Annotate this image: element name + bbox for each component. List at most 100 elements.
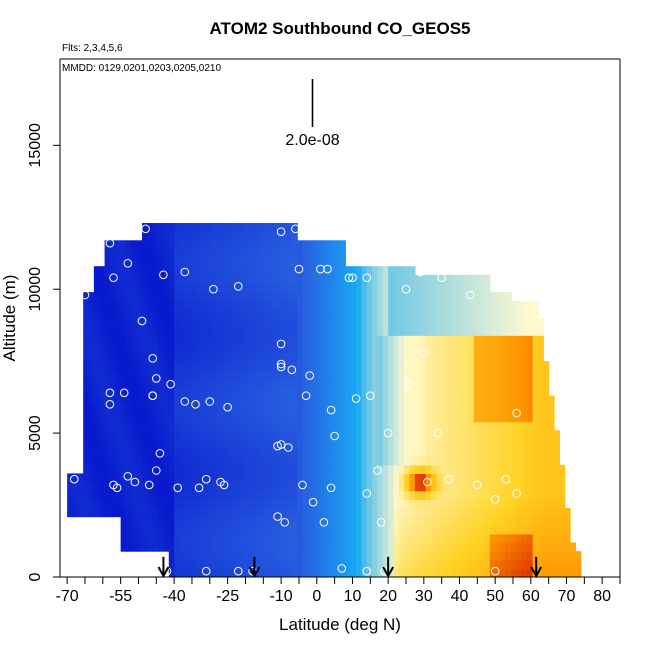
curtain-cell <box>254 231 261 241</box>
curtain-cell <box>265 473 272 483</box>
curtain-cell <box>377 369 384 380</box>
curtain-cell <box>447 482 453 492</box>
curtain-cell <box>425 318 432 328</box>
x-tick-label: 20 <box>379 588 397 605</box>
curtain-cell <box>238 559 245 569</box>
curtain-cell <box>275 395 282 405</box>
curtain-cell <box>136 300 143 310</box>
curtain-cell <box>334 447 341 457</box>
curtain-cell <box>366 404 373 414</box>
curtain-cell <box>468 551 475 561</box>
curtain-cell <box>382 525 389 535</box>
curtain-cell <box>120 525 127 535</box>
curtain-cell <box>366 507 373 518</box>
curtain-cell <box>350 387 357 397</box>
curtain-cell <box>420 387 427 397</box>
curtain-cell <box>382 387 389 397</box>
curtain-cell <box>543 559 550 569</box>
curtain-cell <box>216 430 223 440</box>
curtain-cell <box>495 343 502 354</box>
curtain-cell <box>291 412 298 423</box>
curtain-cell <box>505 559 512 569</box>
curtain-cell <box>505 542 512 552</box>
curtain-cell <box>559 490 566 500</box>
curtain-cell <box>190 223 197 233</box>
curtain-cell <box>323 464 330 474</box>
curtain-cell <box>302 266 309 276</box>
curtain-cell <box>174 533 181 544</box>
curtain-cell <box>356 274 362 285</box>
curtain-cell <box>163 447 170 457</box>
curtain-cell <box>168 300 175 310</box>
curtain-cell <box>484 499 491 509</box>
curtain-cell <box>548 395 555 405</box>
curtain-cell <box>232 283 239 293</box>
curtain-cell <box>83 490 90 500</box>
curtain-cell <box>152 335 159 345</box>
curtain-cell <box>232 257 239 267</box>
curtain-cell <box>302 438 309 449</box>
curtain-cell <box>174 412 181 423</box>
curtain-cell <box>382 335 389 345</box>
curtain-cell <box>168 430 175 440</box>
curtain-cell <box>291 240 298 250</box>
curtain-cell <box>152 387 159 397</box>
curtain-cell <box>83 335 90 345</box>
curtain-cell <box>195 343 202 354</box>
curtain-cell <box>232 395 239 405</box>
curtain-cell <box>265 542 272 552</box>
curtain-cell <box>404 318 411 328</box>
curtain-cell <box>388 300 395 310</box>
curtain-cell <box>259 525 266 535</box>
curtain-cell <box>179 283 186 293</box>
curtain-cell <box>361 542 368 552</box>
y-tick-label: 0 <box>27 572 44 581</box>
curtain-cell <box>216 482 223 492</box>
curtain-cell <box>104 473 111 483</box>
curtain-cell <box>270 343 277 354</box>
curtain-cell <box>457 318 464 328</box>
curtain-cell <box>259 516 266 526</box>
curtain-cell <box>120 447 127 457</box>
curtain-cell <box>382 318 389 328</box>
curtain-cell <box>323 559 330 569</box>
curtain-cell <box>430 447 437 457</box>
curtain-cell <box>142 309 148 319</box>
curtain-cell <box>158 231 165 241</box>
curtain-cell <box>195 309 202 319</box>
curtain-cell <box>404 490 411 500</box>
curtain-cell <box>404 438 411 449</box>
curtain-cell <box>511 395 518 405</box>
curtain-cell <box>414 343 421 354</box>
curtain-cell <box>318 516 325 526</box>
curtain-cell <box>532 482 539 492</box>
curtain-cell <box>329 438 336 449</box>
curtain-cell <box>409 412 416 423</box>
curtain-cell <box>302 430 309 440</box>
curtain-cell <box>318 412 325 423</box>
curtain-cell <box>516 499 523 509</box>
curtain-cell <box>377 274 384 285</box>
curtain-cell <box>329 542 336 552</box>
curtain-cell <box>222 551 229 561</box>
curtain-cell <box>249 266 255 276</box>
curtain-cell <box>404 447 411 457</box>
curtain-cell <box>489 542 496 552</box>
curtain-cell <box>190 378 197 388</box>
curtain-cell <box>356 542 362 552</box>
curtain-cell <box>222 490 229 500</box>
curtain-cell <box>158 326 165 336</box>
curtain-cell <box>430 464 437 474</box>
curtain-cell <box>457 300 464 310</box>
curtain-cell <box>211 283 218 293</box>
curtain-cell <box>125 240 132 250</box>
curtain-cell <box>120 266 127 276</box>
curtain-cell <box>356 456 362 466</box>
curtain-cell <box>174 309 181 319</box>
curtain-cell <box>479 412 486 423</box>
curtain-cell <box>537 551 544 561</box>
curtain-cell <box>184 300 191 310</box>
curtain-cell <box>270 387 277 397</box>
curtain-cell <box>356 559 362 569</box>
curtain-cell <box>83 421 90 431</box>
